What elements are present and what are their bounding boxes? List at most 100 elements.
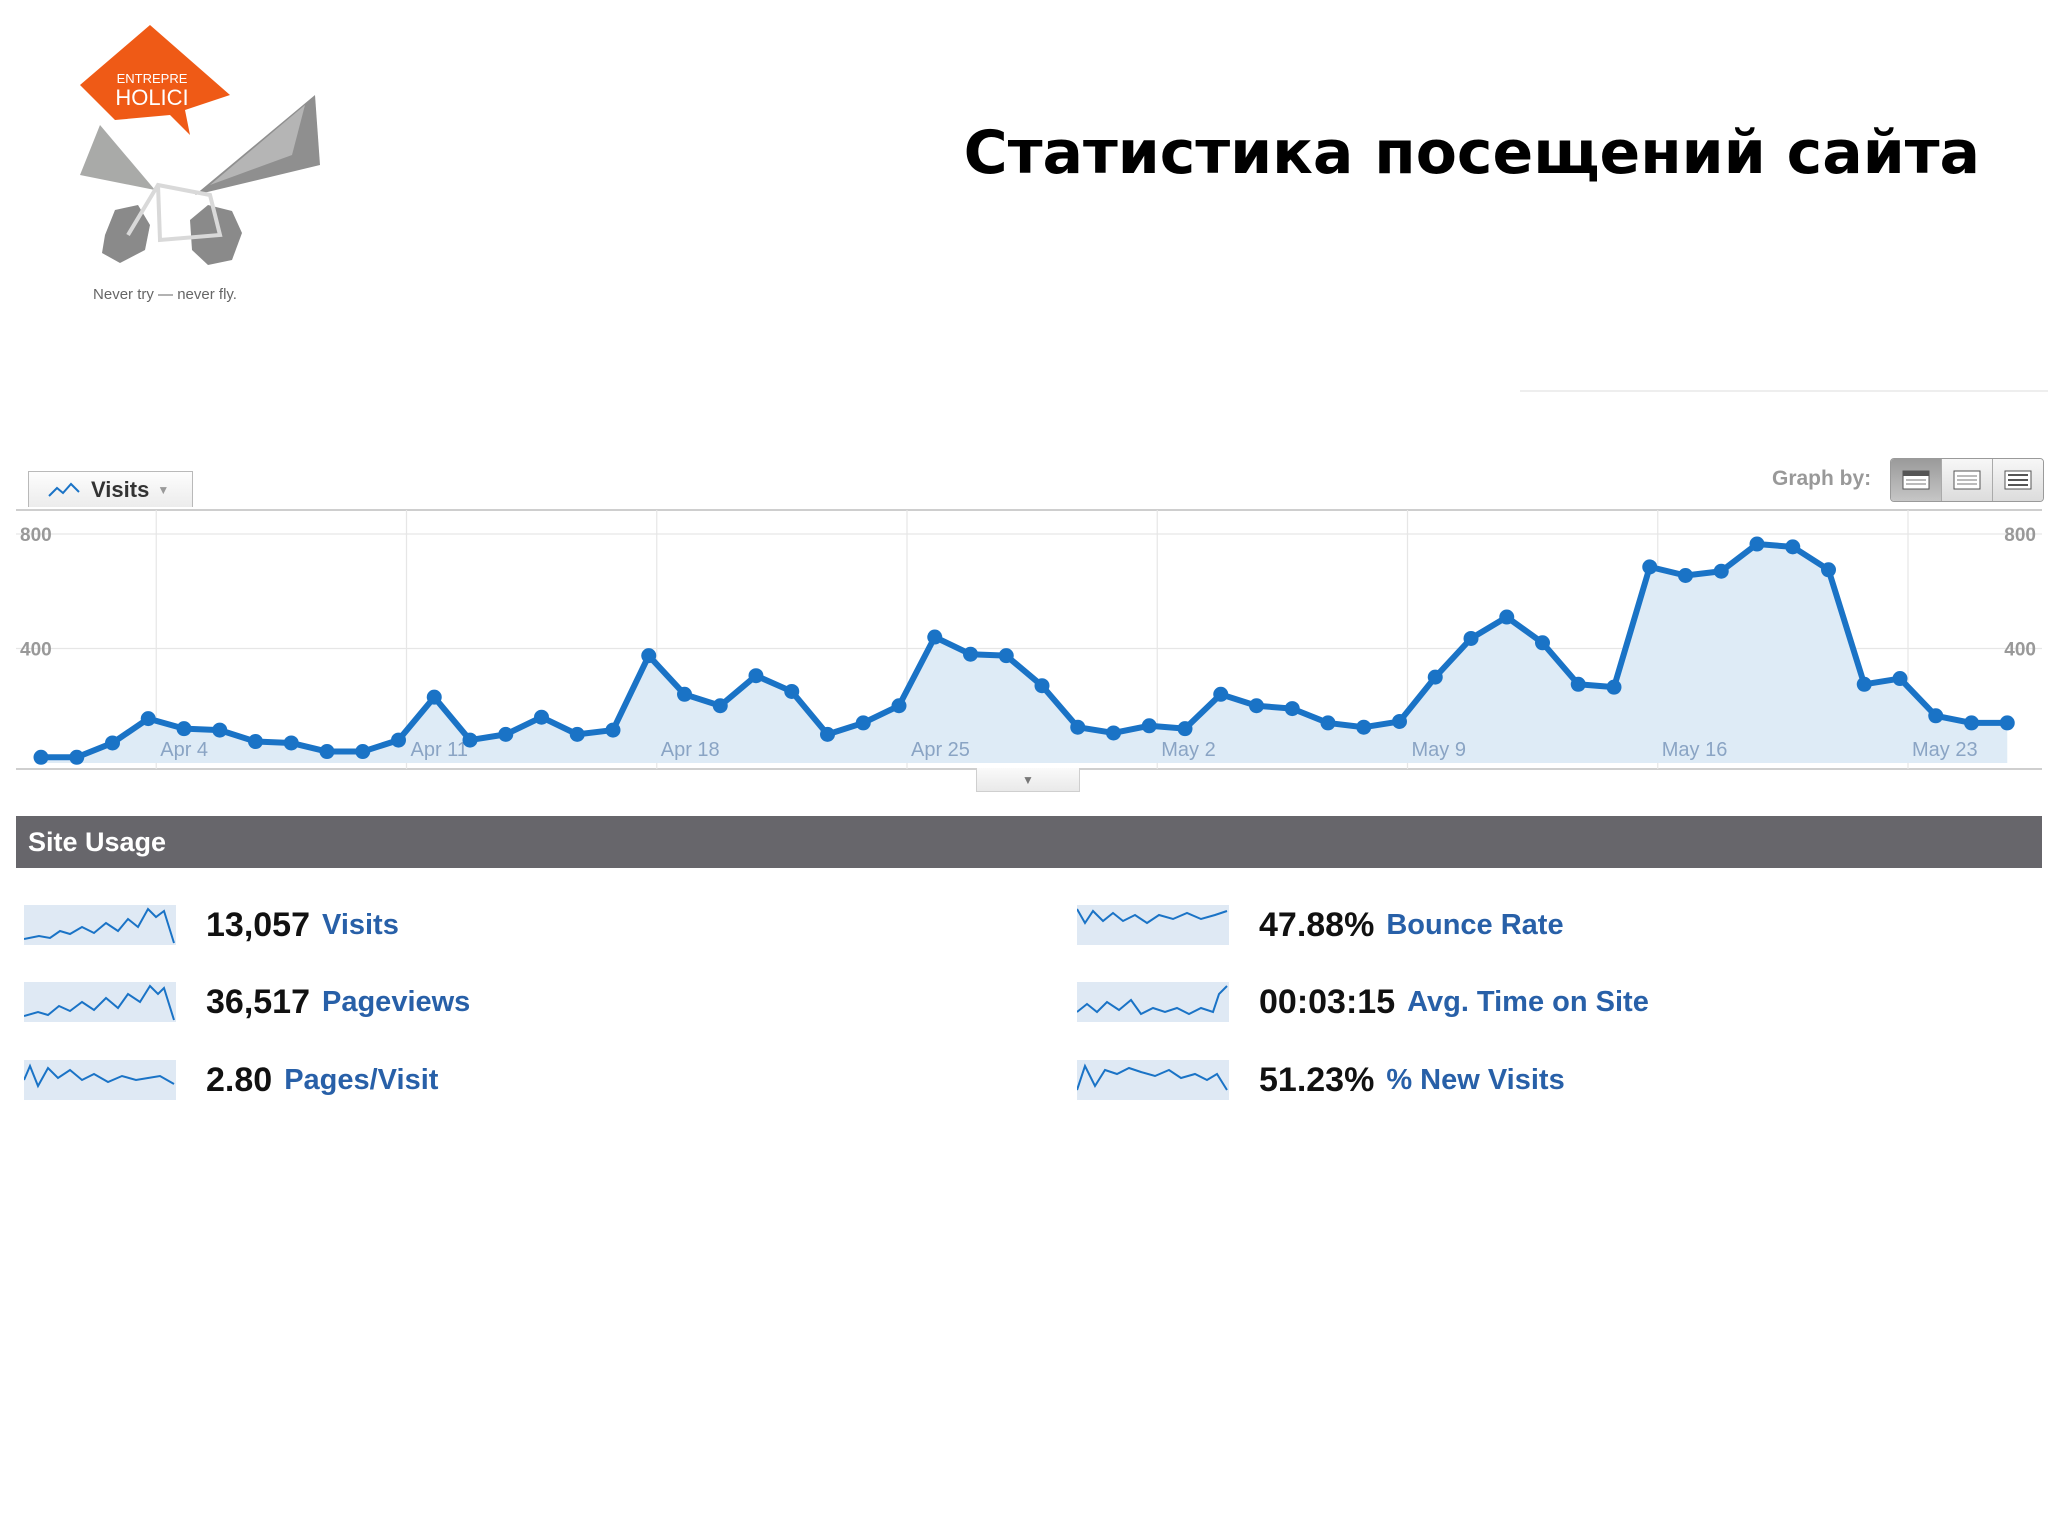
data-point[interactable] xyxy=(1856,676,1872,692)
data-point[interactable] xyxy=(1678,568,1693,584)
stat-label-link[interactable]: Bounce Rate xyxy=(1386,908,1564,941)
data-point[interactable] xyxy=(1928,708,1944,724)
sparkline-icon xyxy=(24,905,176,945)
sparkline-icon xyxy=(24,982,176,1022)
stat-visits: 13,057 Visits xyxy=(24,903,399,947)
stat-label-link[interactable]: Pageviews xyxy=(322,985,471,1018)
stat-value: 51.23% xyxy=(1259,1060,1375,1099)
sparkline-icon xyxy=(1077,982,1229,1022)
data-point[interactable] xyxy=(1213,686,1229,702)
data-point[interactable] xyxy=(355,744,371,760)
stat-pageviews: 36,517 Pageviews xyxy=(24,980,470,1024)
stat-label-link[interactable]: Avg. Time on Site xyxy=(1407,985,1649,1018)
data-point[interactable] xyxy=(1427,669,1443,685)
data-point[interactable] xyxy=(1463,630,1479,646)
data-point[interactable] xyxy=(820,726,835,742)
data-point[interactable] xyxy=(1106,725,1121,741)
data-point[interactable] xyxy=(1177,721,1193,737)
stat-value: 36,517 xyxy=(206,982,310,1021)
data-point[interactable] xyxy=(1320,715,1336,731)
data-point[interactable] xyxy=(784,683,800,699)
data-point[interactable] xyxy=(319,744,335,760)
data-point[interactable] xyxy=(248,734,263,750)
data-point[interactable] xyxy=(1999,715,2015,731)
graph-by-day-button[interactable] xyxy=(1891,459,1942,501)
data-point[interactable] xyxy=(1070,719,1086,735)
x-tick-label: May 2 xyxy=(1161,739,1215,761)
data-point[interactable] xyxy=(677,686,692,702)
data-point[interactable] xyxy=(212,722,228,738)
data-point[interactable] xyxy=(998,648,1014,664)
data-point[interactable] xyxy=(391,732,406,748)
data-point[interactable] xyxy=(641,648,657,664)
stat-value: 13,057 xyxy=(206,905,310,944)
y-tick-label: 400 xyxy=(2004,640,2036,661)
x-tick-label: Apr 18 xyxy=(661,739,720,761)
data-point[interactable] xyxy=(891,698,907,714)
sparkline-icon xyxy=(1077,1060,1229,1100)
data-point[interactable] xyxy=(927,629,943,645)
series-area-fill xyxy=(41,544,2008,763)
chevron-down-icon: ▼ xyxy=(157,482,170,497)
expand-chart-button[interactable]: ▼ xyxy=(976,768,1080,792)
sparkline-icon xyxy=(24,1060,176,1100)
data-point[interactable] xyxy=(1749,536,1765,552)
stat-value: 2.80 xyxy=(206,1060,273,1099)
svg-text:HOLICI: HOLICI xyxy=(115,85,188,110)
data-point[interactable] xyxy=(426,689,442,705)
data-point[interactable] xyxy=(1249,698,1264,714)
data-point[interactable] xyxy=(1392,713,1407,729)
data-point[interactable] xyxy=(283,735,299,751)
sparkline-icon xyxy=(1077,905,1229,945)
data-point[interactable] xyxy=(1356,719,1372,735)
stat-avg-time-on-site: 00:03:15 Avg. Time on Site xyxy=(1077,980,1649,1024)
data-point[interactable] xyxy=(1892,671,1908,687)
data-point[interactable] xyxy=(1535,635,1550,651)
data-point[interactable] xyxy=(140,711,156,727)
week-view-icon xyxy=(1953,470,1981,490)
stat-label-link[interactable]: Pages/Visit xyxy=(284,1063,439,1096)
data-point[interactable] xyxy=(69,749,85,765)
data-point[interactable] xyxy=(498,726,514,742)
data-point[interactable] xyxy=(569,726,585,742)
page-title: Статистика посещений сайта xyxy=(963,118,1980,188)
graph-by-week-button[interactable] xyxy=(1942,459,1993,501)
data-point[interactable] xyxy=(605,722,621,738)
data-point[interactable] xyxy=(462,732,478,748)
left-wing xyxy=(80,125,155,190)
graph-by-month-button[interactable] xyxy=(1993,459,2043,501)
day-view-icon xyxy=(1902,470,1930,490)
visits-line-chart: 400 400 800 800 Apr 4 Apr 11 Apr 18 Apr 25 May 2… xyxy=(16,509,2042,770)
logo-tagline: Never try — never fly. xyxy=(93,286,237,303)
company-logo: ENTREPRE HOLICI Never try — never fly. xyxy=(80,25,320,303)
data-point[interactable] xyxy=(1642,559,1658,575)
data-point[interactable] xyxy=(748,668,764,684)
data-point[interactable] xyxy=(1570,676,1586,692)
data-point[interactable] xyxy=(176,721,192,737)
data-point[interactable] xyxy=(1785,539,1801,555)
data-point[interactable] xyxy=(855,715,871,731)
stat-label-link[interactable]: Visits xyxy=(322,908,399,941)
data-point[interactable] xyxy=(712,698,728,714)
data-point[interactable] xyxy=(33,749,49,765)
metric-selector-label: Visits xyxy=(91,476,150,502)
data-point[interactable] xyxy=(1964,715,1979,731)
data-point[interactable] xyxy=(1499,609,1515,625)
x-tick-label: Apr 11 xyxy=(411,739,468,761)
data-point[interactable] xyxy=(963,646,978,662)
data-point[interactable] xyxy=(1821,562,1836,578)
data-point[interactable] xyxy=(105,735,120,751)
data-point[interactable] xyxy=(1284,701,1300,717)
metric-selector-dropdown[interactable]: Visits ▼ xyxy=(28,471,193,507)
data-point[interactable] xyxy=(1713,563,1729,579)
data-point[interactable] xyxy=(1034,678,1050,694)
divider xyxy=(1520,390,2048,392)
speech-bubble xyxy=(80,25,230,135)
data-point[interactable] xyxy=(1606,679,1622,695)
site-usage-title: Site Usage xyxy=(28,826,167,857)
data-point[interactable] xyxy=(1141,718,1157,734)
stat-label-link[interactable]: % New Visits xyxy=(1386,1063,1565,1096)
data-point[interactable] xyxy=(534,709,549,725)
stat-new-visits: 51.23% % New Visits xyxy=(1077,1058,1565,1102)
line-chart-icon xyxy=(48,482,80,497)
